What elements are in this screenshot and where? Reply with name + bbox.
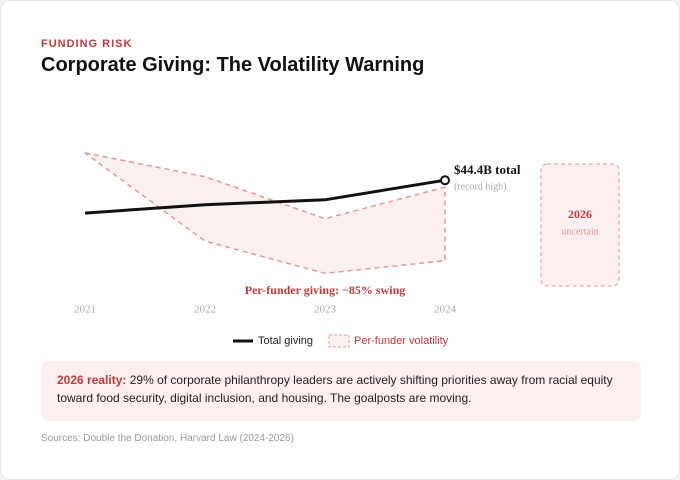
- end-point: [440, 175, 450, 186]
- callout-lead: 2026 reality:: [57, 373, 127, 387]
- kicker: FUNDING RISK: [41, 38, 133, 50]
- future-box: [540, 163, 620, 287]
- callout: 2026 reality: 29% of corporate philanthr…: [41, 361, 641, 421]
- swing-label: Per-funder giving: −85% swing: [245, 283, 406, 297]
- x-tick-label: 2023: [314, 304, 337, 316]
- end-label: $44.4B total: [454, 162, 521, 177]
- sources: Sources: Double the Donation, Harvard La…: [41, 433, 294, 444]
- title: Corporate Giving: The Volatility Warning: [41, 54, 425, 76]
- callout-text: 29% of corporate philanthropy leaders ar…: [57, 373, 613, 405]
- legend-label: Per-funder volatility: [354, 335, 449, 347]
- end-note: (record high): [454, 181, 506, 192]
- chart: 2021 2022 2023 2024 $44.4B total (record high…: [74, 152, 620, 348]
- future-note: uncertain: [561, 226, 598, 237]
- legend-label: Total giving: [258, 335, 313, 347]
- legend-swatch: [328, 334, 350, 348]
- total-line: [84, 178, 446, 215]
- x-tick-label: 2021: [74, 304, 96, 316]
- x-tick-label: 2022: [194, 304, 216, 316]
- x-tick-label: 2024: [434, 304, 457, 316]
- volatility-band: [84, 152, 446, 275]
- future-label: 2026: [568, 207, 592, 221]
